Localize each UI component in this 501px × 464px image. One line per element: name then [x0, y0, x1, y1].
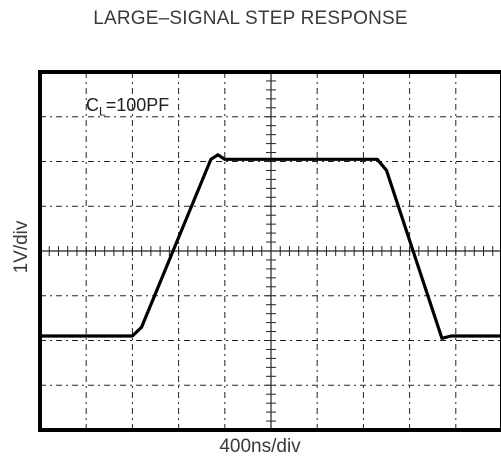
chart-title: LARGE–SIGNAL STEP RESPONSE [93, 8, 408, 29]
x-axis-label: 400ns/div [219, 436, 301, 457]
plot-frame [38, 70, 501, 432]
y-axis-label: 1V/div [11, 220, 32, 274]
center-axis-ticks [40, 72, 501, 430]
step-response-trace [38, 153, 501, 340]
load-capacitance-label: CL=100PF [86, 95, 170, 119]
